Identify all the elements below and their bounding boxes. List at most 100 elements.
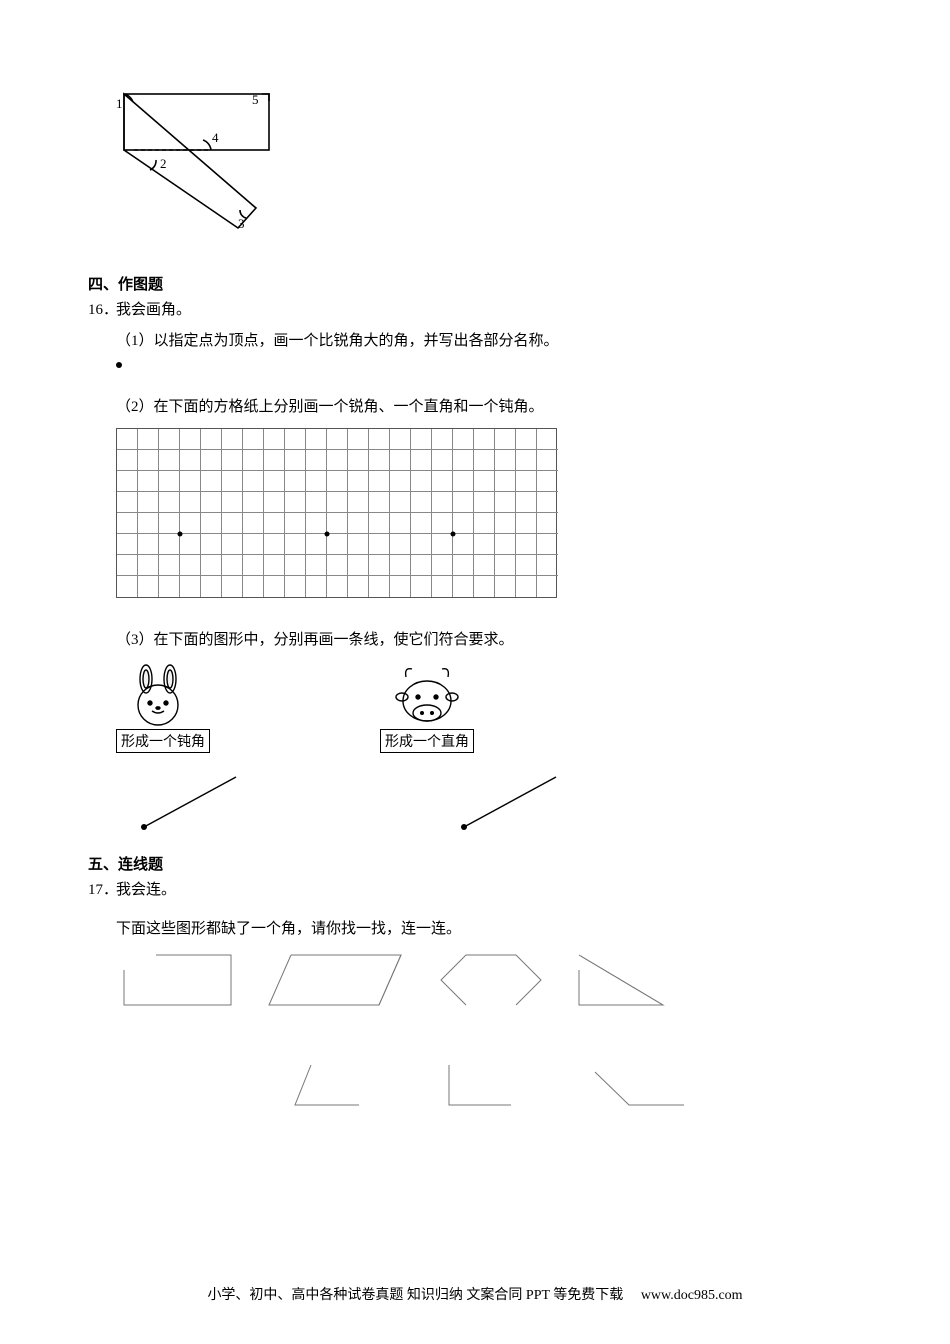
grid-cell (537, 450, 558, 471)
grid-cell (201, 534, 222, 555)
grid-cell (285, 450, 306, 471)
grid-cell (390, 555, 411, 576)
grid-cell (306, 471, 327, 492)
grid-cell (516, 576, 537, 597)
grid-cell (453, 450, 474, 471)
grid-cell (432, 555, 453, 576)
grid-cell (180, 513, 201, 534)
grid-cell (474, 492, 495, 513)
grid-cell (495, 492, 516, 513)
grid-cell (327, 555, 348, 576)
grid-cell (474, 429, 495, 450)
grid-cell (327, 513, 348, 534)
grid-cell (474, 513, 495, 534)
grid-dot (325, 532, 330, 537)
grid-cell (243, 576, 264, 597)
animal-row: 形成一个钝角 形成一个直角 (116, 661, 862, 753)
grid-cell (201, 492, 222, 513)
right-angle-label: 形成一个直角 (380, 729, 474, 753)
grid-cell (516, 492, 537, 513)
grid-cell (264, 492, 285, 513)
grid-cell (537, 555, 558, 576)
grid-cell (138, 513, 159, 534)
grid-cell (138, 471, 159, 492)
shape-triangle (571, 950, 671, 1010)
grid-cell (411, 471, 432, 492)
grid-cell (159, 471, 180, 492)
angle-label-2: 2 (160, 156, 167, 171)
grid-cell (537, 534, 558, 555)
grid-cell (453, 471, 474, 492)
grid-cell (201, 471, 222, 492)
cow-block: 形成一个直角 (380, 661, 474, 753)
grid-cell (495, 534, 516, 555)
rabbit-block: 形成一个钝角 (116, 661, 210, 753)
grid-cell (453, 576, 474, 597)
grid-cell (411, 429, 432, 450)
angle-label-4: 4 (212, 130, 219, 145)
grid-cell (537, 513, 558, 534)
grid-cell (306, 534, 327, 555)
grid-cell (180, 429, 201, 450)
grid-cell (411, 492, 432, 513)
grid-cell (390, 492, 411, 513)
grid-cell (348, 576, 369, 597)
grid-cell (453, 429, 474, 450)
grid-cell (474, 450, 495, 471)
grid-cell (306, 450, 327, 471)
grid-cell (243, 429, 264, 450)
grid-cell (516, 555, 537, 576)
grid-cell (180, 492, 201, 513)
grid-cell (411, 450, 432, 471)
grid-cell (138, 492, 159, 513)
grid-cell (243, 471, 264, 492)
q17-prompt: 下面这些图形都缺了一个角，请你找一找，连一连。 (116, 917, 862, 938)
page-footer: 小学、初中、高中各种试卷真题 知识归纳 文案合同 PPT 等免费下载 www.d… (0, 1284, 950, 1304)
grid-cell (138, 450, 159, 471)
grid-cell (432, 450, 453, 471)
grid-cell (222, 471, 243, 492)
grid-cell (243, 450, 264, 471)
grid-cell (222, 576, 243, 597)
shapes-bottom-row (116, 1060, 862, 1110)
grid-cell (159, 534, 180, 555)
grid-cell (264, 450, 285, 471)
grid-cell (411, 555, 432, 576)
grid-cell (180, 450, 201, 471)
grid-cell (264, 513, 285, 534)
grid-cell (369, 576, 390, 597)
grid-cell (516, 471, 537, 492)
grid-cell (474, 471, 495, 492)
cow-icon (382, 661, 472, 727)
grid-cell (453, 513, 474, 534)
section5-heading: 五、连线题 (88, 853, 862, 874)
grid-cell (222, 534, 243, 555)
grid-cell (117, 555, 138, 576)
vertex-dot-row (116, 356, 862, 373)
grid-cell (495, 471, 516, 492)
grid-cell (117, 471, 138, 492)
corner-acute (289, 1060, 369, 1110)
grid-cell (117, 429, 138, 450)
grid-cell (243, 555, 264, 576)
grid-cell (117, 513, 138, 534)
grid-cell (285, 534, 306, 555)
grid-cell (285, 429, 306, 450)
grid-cell (348, 471, 369, 492)
obtuse-label: 形成一个钝角 (116, 729, 210, 753)
grid-cell (495, 450, 516, 471)
shapes-top-row (116, 950, 862, 1010)
angle-label-3: 3 (238, 216, 245, 231)
grid-cell (138, 429, 159, 450)
grid-cell (327, 429, 348, 450)
grid-cell (432, 492, 453, 513)
grid-cell (327, 450, 348, 471)
shape-rect-cut (116, 950, 236, 1010)
angles-svg: 1 2 3 4 5 (116, 90, 286, 250)
grid-dot (178, 532, 183, 537)
grid-dot (451, 532, 456, 537)
square-grid (116, 428, 557, 598)
grid-cell (117, 576, 138, 597)
grid-cell (285, 492, 306, 513)
grid-cell (348, 555, 369, 576)
